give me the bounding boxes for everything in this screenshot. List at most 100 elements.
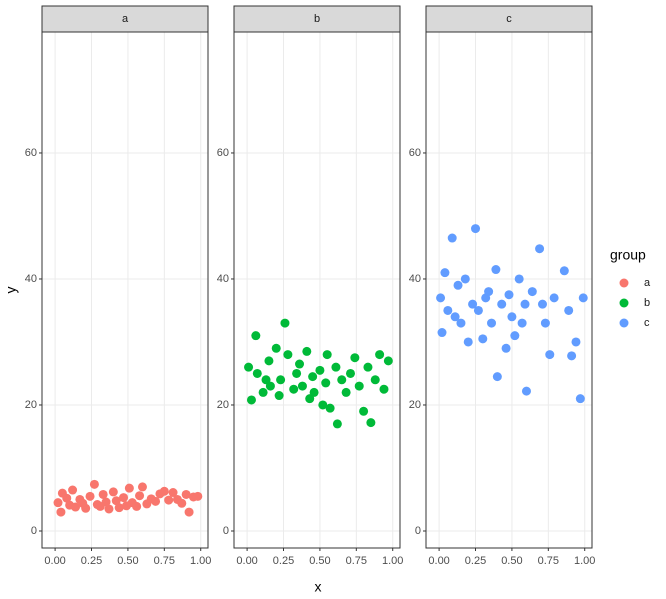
point (484, 287, 494, 297)
y-tick-label: 40 (25, 273, 37, 285)
x-tick-label: 0.25 (273, 555, 294, 567)
point (321, 378, 331, 388)
point (104, 504, 114, 514)
point (261, 375, 271, 385)
point (318, 400, 328, 410)
point (89, 479, 99, 489)
point (337, 375, 347, 385)
strip-label: b (314, 13, 320, 25)
x-tick-label: 0.00 (44, 555, 65, 567)
point (308, 372, 318, 382)
point (325, 403, 335, 413)
point (295, 359, 305, 369)
point (366, 418, 376, 428)
point (124, 483, 134, 493)
legend-label: a (644, 277, 651, 289)
point (354, 381, 364, 391)
y-tick-label: 0 (31, 525, 37, 537)
point (305, 394, 315, 404)
point (517, 318, 527, 328)
point (383, 356, 393, 366)
point (549, 293, 559, 303)
point (70, 502, 80, 512)
point (463, 337, 473, 347)
point (492, 372, 502, 382)
point (246, 395, 256, 405)
point (545, 350, 555, 360)
point (497, 299, 507, 309)
legend-title: group (610, 247, 646, 263)
point (280, 318, 290, 328)
point (258, 387, 268, 397)
point (164, 495, 174, 505)
point (56, 507, 66, 517)
panel (426, 32, 592, 548)
point (510, 331, 520, 341)
x-tick-label: 0.75 (538, 555, 559, 567)
point (62, 493, 72, 503)
y-tick-label: 60 (409, 147, 421, 159)
point (297, 381, 307, 391)
x-tick-label: 0.00 (428, 555, 449, 567)
point (264, 356, 274, 366)
x-axis-label: x (315, 579, 322, 595)
point (379, 384, 389, 394)
point (521, 386, 531, 396)
point (53, 498, 63, 508)
point (460, 274, 470, 284)
x-tick-label: 0.50 (501, 555, 522, 567)
x-tick-label: 0.75 (346, 555, 367, 567)
point (447, 233, 457, 243)
x-tick-label: 0.50 (309, 555, 330, 567)
point (370, 375, 380, 385)
point (559, 266, 569, 276)
point (68, 485, 78, 495)
point (359, 406, 369, 416)
panel (42, 32, 208, 548)
y-tick-label: 0 (223, 525, 229, 537)
x-tick-label: 1.00 (382, 555, 403, 567)
point (527, 287, 537, 297)
point (251, 331, 261, 341)
strip-label: c (506, 13, 512, 25)
point (491, 265, 501, 275)
x-tick-label: 1.00 (574, 555, 595, 567)
point (283, 350, 293, 360)
point (101, 497, 111, 507)
y-tick-label: 60 (217, 147, 229, 159)
y-tick-label: 60 (25, 147, 37, 159)
strip (41, 5, 209, 33)
point (315, 365, 325, 375)
point (119, 493, 129, 503)
point (440, 268, 450, 278)
x-tick-label: 0.50 (117, 555, 138, 567)
point (151, 496, 161, 506)
point (177, 498, 187, 508)
point (504, 290, 514, 300)
point (564, 305, 574, 315)
x-tick-label: 0.25 (465, 555, 486, 567)
strip (425, 5, 593, 33)
point (244, 362, 254, 372)
point (478, 334, 488, 344)
point (540, 318, 550, 328)
point (302, 346, 312, 356)
legend-marker (619, 298, 629, 308)
point (108, 487, 118, 497)
point (487, 318, 497, 328)
point (81, 503, 91, 513)
point (159, 486, 169, 496)
point (265, 381, 275, 391)
point (571, 337, 581, 347)
point (437, 328, 447, 338)
point (181, 489, 191, 499)
point (507, 312, 517, 322)
point (436, 293, 446, 303)
y-tick-label: 40 (409, 273, 421, 285)
point (271, 343, 281, 353)
point (473, 305, 483, 315)
point (332, 419, 342, 429)
point (137, 482, 147, 492)
point (289, 384, 299, 394)
